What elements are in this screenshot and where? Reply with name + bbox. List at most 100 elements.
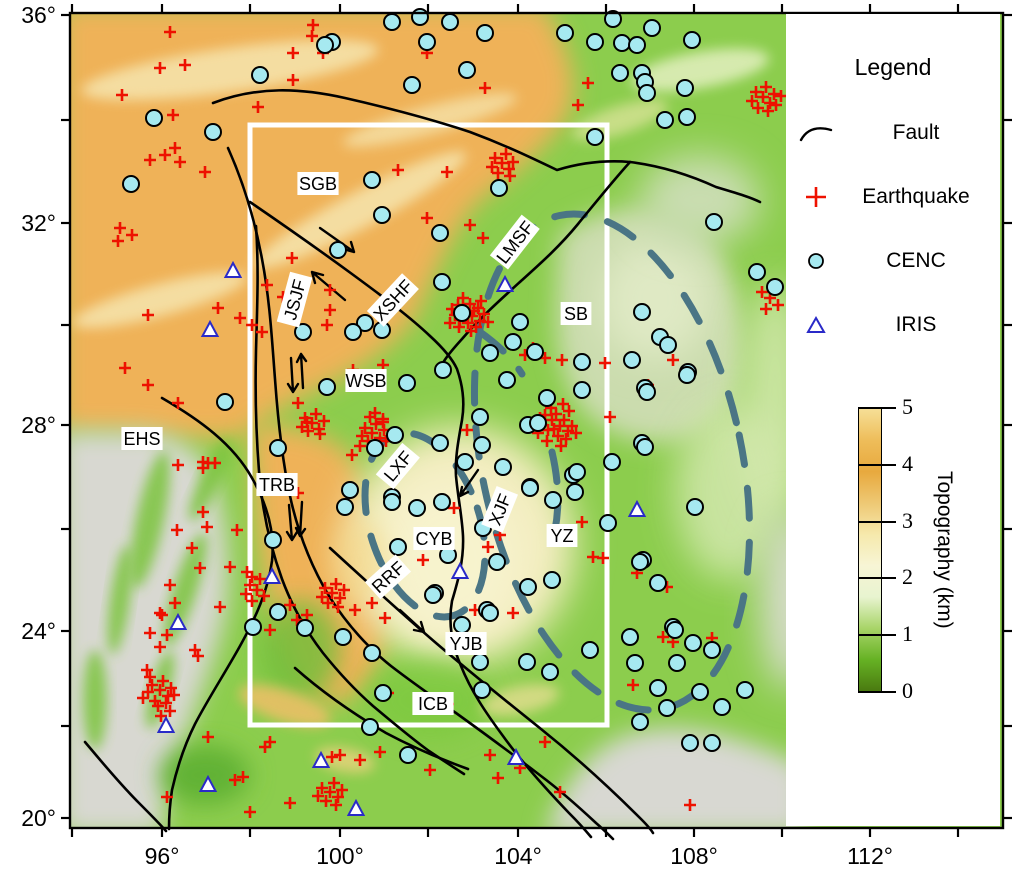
colorbar-tick xyxy=(858,577,896,580)
cenc-station-marker xyxy=(204,123,222,141)
colorbar-tick xyxy=(858,691,896,693)
earthquake-marker xyxy=(336,784,348,796)
cenc-station-marker xyxy=(386,426,404,444)
svg-text:SB: SB xyxy=(564,304,588,324)
earthquake-marker xyxy=(165,682,177,694)
earthquake-marker xyxy=(286,252,298,264)
legend-item-cenc: CENC xyxy=(792,245,992,277)
cenc-station-marker xyxy=(573,353,591,371)
earthquake-marker xyxy=(760,303,772,315)
cenc-station-marker xyxy=(269,603,287,621)
earthquake-marker xyxy=(144,154,156,166)
earthquake-marker xyxy=(316,591,328,603)
iris-station-marker xyxy=(156,715,176,733)
cenc-station-marker xyxy=(498,371,516,389)
earthquake-marker xyxy=(576,516,588,528)
cenc-station-marker xyxy=(631,713,649,731)
earthquake-marker xyxy=(552,430,564,442)
cenc-station-marker xyxy=(686,498,704,516)
cenc-station-marker xyxy=(398,374,416,392)
iris-station-marker xyxy=(450,561,470,579)
cenc-station-marker xyxy=(481,604,499,622)
earthquake-marker xyxy=(307,19,319,31)
cenc-station-marker xyxy=(544,491,562,509)
earthquake-marker xyxy=(764,97,776,109)
earthquake-marker xyxy=(168,689,180,701)
earthquake-marker xyxy=(507,607,519,619)
cenc-station-marker xyxy=(599,514,617,532)
cenc-station-marker xyxy=(649,679,667,697)
cenc-station-marker xyxy=(441,13,459,31)
earthquake-marker xyxy=(142,379,154,391)
earthquake-marker xyxy=(762,105,774,117)
earthquake-marker xyxy=(461,424,473,436)
earthquake-marker xyxy=(259,741,271,753)
cenc-station-marker xyxy=(389,538,407,556)
fault-line xyxy=(254,224,466,776)
earthquake-marker xyxy=(359,422,371,434)
cenc-station-marker xyxy=(626,654,644,672)
earthquake-marker xyxy=(246,319,258,331)
earthquake-marker xyxy=(421,212,433,224)
cenc-station-marker xyxy=(628,36,646,54)
cenc-station-marker xyxy=(471,653,489,671)
cenc-station-marker xyxy=(269,439,287,457)
earthquake-marker xyxy=(597,552,609,564)
cenc-station-marker xyxy=(636,438,654,456)
cenc-station-marker xyxy=(490,179,508,197)
dashed-ellipse xyxy=(470,210,754,714)
earthquake-marker xyxy=(377,416,389,428)
earthquake-marker xyxy=(324,284,336,296)
svg-text:YJB: YJB xyxy=(449,634,482,654)
iris-station-marker xyxy=(506,747,526,765)
cenc-station-marker xyxy=(473,681,491,699)
cenc-station-marker xyxy=(411,8,429,26)
earthquake-marker xyxy=(570,427,582,439)
earthquake-marker xyxy=(366,427,378,439)
x-axis-label: 100° xyxy=(316,843,364,869)
earthquake-marker xyxy=(770,99,782,111)
colorbar-tick-label: 1 xyxy=(902,621,913,647)
earthquake-marker xyxy=(254,573,266,585)
earthquake-marker xyxy=(197,506,209,518)
iris-station-marker xyxy=(262,566,282,584)
cenc-station-marker xyxy=(363,171,381,189)
earthquake-marker xyxy=(252,101,264,113)
study-area-box xyxy=(247,122,610,728)
earthquake-marker xyxy=(482,316,494,328)
cenc-station-marker xyxy=(344,323,362,341)
earthquake-marker xyxy=(169,597,181,609)
cenc-station-marker xyxy=(586,128,604,146)
earthquake-marker xyxy=(320,795,332,807)
earthquake-marker xyxy=(161,791,173,803)
earthquake-marker xyxy=(141,664,153,676)
cenc-station-marker xyxy=(656,111,674,129)
colorbar-tick-label: 2 xyxy=(902,564,913,590)
y-axis-label: 20° xyxy=(21,805,56,831)
earthquake-marker xyxy=(492,772,504,784)
cenc-station-marker xyxy=(556,24,574,42)
earthquake-marker xyxy=(126,229,138,241)
x-axis-label: 112° xyxy=(847,843,893,869)
earthquake-marker xyxy=(772,299,784,311)
earthquake-marker xyxy=(229,774,241,786)
cenc-station-marker xyxy=(643,19,661,37)
earthquake-marker xyxy=(292,397,304,409)
cenc-station-marker xyxy=(543,571,561,589)
earthquake-marker xyxy=(160,697,172,709)
cenc-station-marker xyxy=(122,175,140,193)
earthquake-marker xyxy=(316,782,328,794)
cenc-station-marker xyxy=(538,389,556,407)
slip-arrow xyxy=(310,270,347,302)
cenc-station-marker xyxy=(568,463,586,481)
earthquake-marker xyxy=(324,786,336,798)
earthquake-marker xyxy=(555,440,567,452)
region-label: ICB xyxy=(412,692,454,715)
earthquake-marker xyxy=(489,152,501,164)
cenc-station-marker xyxy=(713,698,731,716)
earthquake-marker xyxy=(464,298,476,310)
slip-arrow xyxy=(286,356,300,394)
earthquake-marker xyxy=(116,89,128,101)
earthquake-marker xyxy=(326,751,338,763)
